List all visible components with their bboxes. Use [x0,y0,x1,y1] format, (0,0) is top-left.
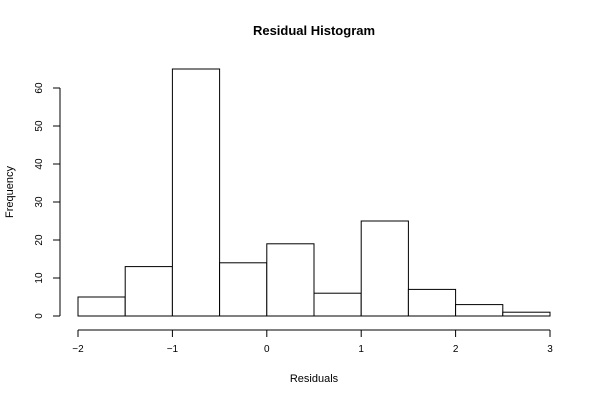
bars-layer [77,68,551,317]
histogram-bar-9 [502,311,551,317]
x-axis-label: Residuals [290,373,339,385]
y-tick-label-2: 20 [34,234,45,246]
y-tick-label-6: 60 [34,82,45,94]
histogram-bar-3 [219,262,268,317]
x-tick-label-0: −2 [72,344,84,355]
y-tick-label-4: 40 [34,158,45,170]
x-tick-label-2: 0 [264,344,270,355]
x-tick-label-4: 2 [453,344,459,355]
y-tick-label-1: 10 [34,272,45,284]
x-axis: −2 −1 0 1 2 3 [72,329,553,355]
y-axis: 0 10 20 30 40 50 60 [34,82,61,319]
x-tick-label-1: −1 [167,344,179,355]
histogram-bar-7 [407,288,457,317]
y-tick-label-0: 0 [34,313,45,319]
histogram-bar-2 [171,68,221,317]
x-tick-label-5: 3 [547,344,553,355]
histogram-bar-5 [313,292,362,317]
histogram-bar-4 [266,243,315,317]
y-tick-label-5: 50 [34,120,45,132]
histogram-bar-8 [455,304,504,317]
histogram-bar-1 [124,266,173,317]
y-tick-label-3: 30 [34,196,45,208]
histogram-bar-0 [77,296,126,317]
chart-title: Residual Histogram [253,23,375,38]
y-axis-label: Frequency [4,166,16,218]
histogram-bar-6 [360,220,409,317]
x-tick-label-3: 1 [358,344,364,355]
